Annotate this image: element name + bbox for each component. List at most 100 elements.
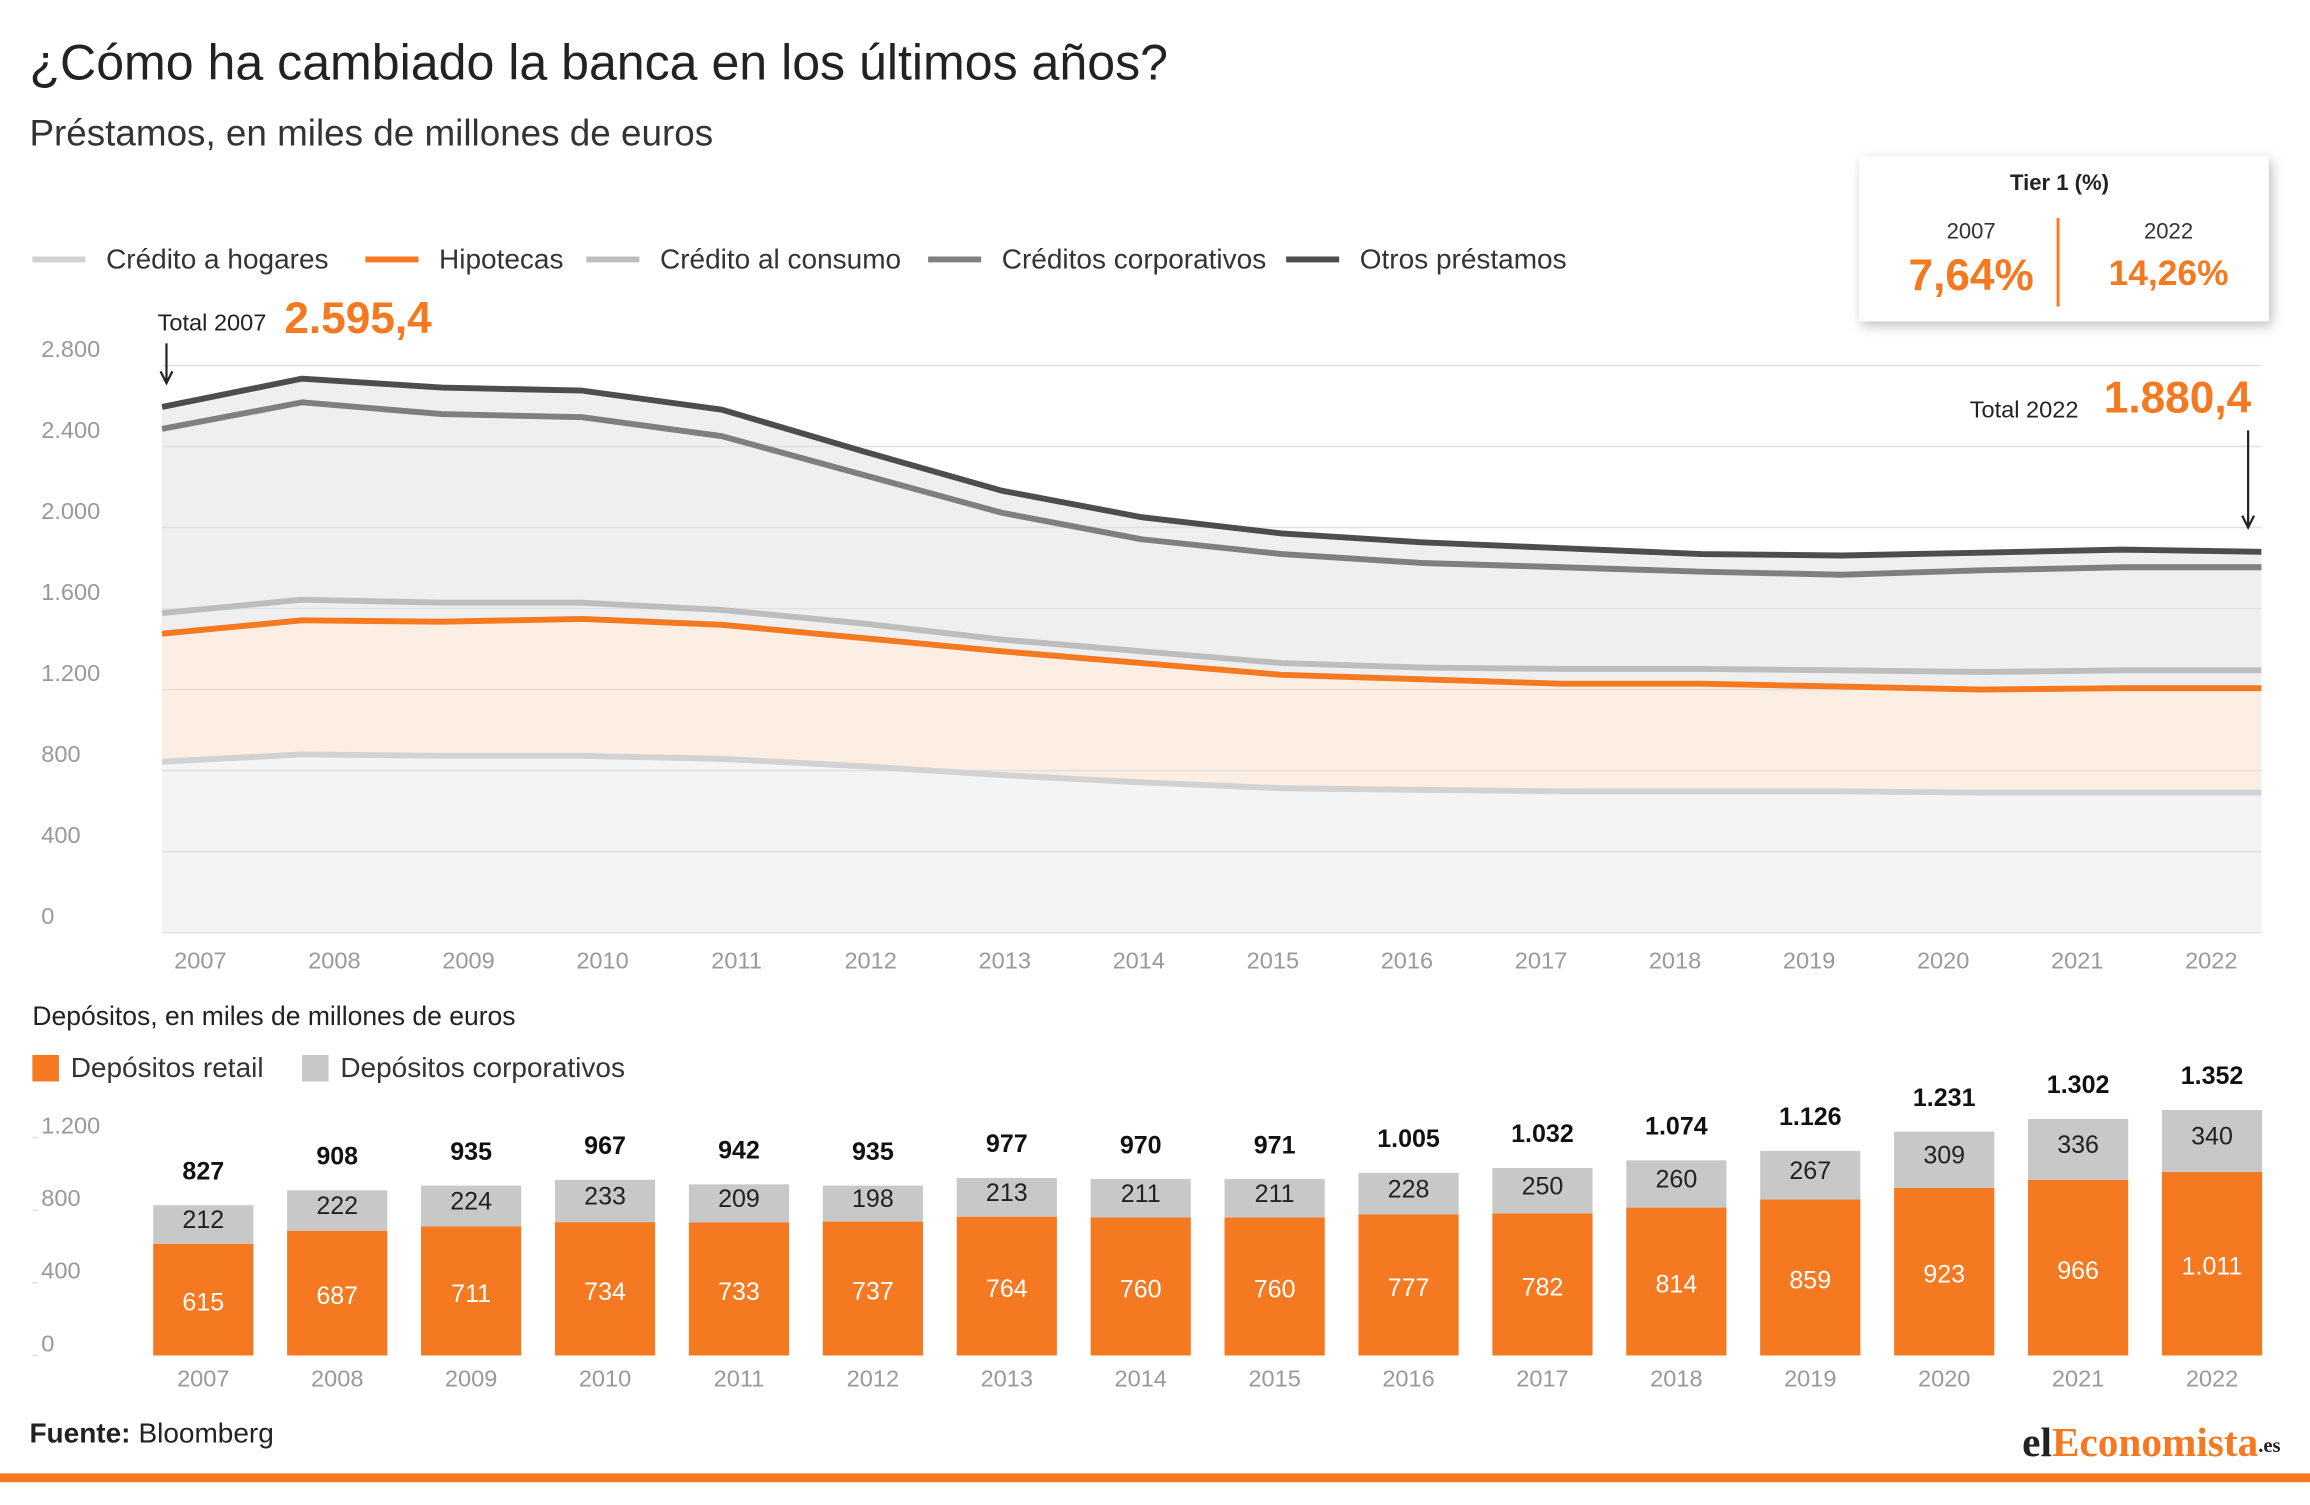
total-label: 970 — [1120, 1131, 1162, 1159]
bar-label: 222 — [316, 1192, 358, 1220]
bar-segment — [153, 1205, 254, 1244]
bar-segment — [956, 1177, 1057, 1217]
x-tick-label: 2016 — [1381, 947, 1433, 973]
tier1-box — [1859, 156, 2269, 322]
bar-segment — [1224, 1217, 1325, 1356]
legend-label: Créditos corporativos — [1002, 243, 1266, 274]
footer-bar — [0, 1473, 2310, 1483]
total-label: 1.074 — [1645, 1113, 1708, 1141]
bar-label: 211 — [1121, 1180, 1161, 1208]
x-tick-label: 2022 — [2185, 947, 2237, 973]
x-tick-label: 2020 — [1918, 1366, 1970, 1392]
total-label: 827 — [182, 1157, 224, 1185]
bar-label: 309 — [1923, 1141, 1965, 1169]
legend-label: Crédito a hogares — [106, 243, 328, 274]
tier1-value: 7,64% — [1909, 251, 2034, 300]
x-tick-label: 2011 — [714, 1366, 765, 1392]
area-fill — [162, 618, 2262, 793]
x-tick-label: 2017 — [1515, 947, 1567, 973]
bar-label: 764 — [986, 1275, 1028, 1303]
bar-label: 336 — [2057, 1131, 2099, 1159]
bar-segment — [2161, 1110, 2263, 1172]
bar-label: 733 — [718, 1278, 760, 1306]
x-tick-label: 2018 — [1650, 1366, 1702, 1392]
bar-segment — [1358, 1214, 1459, 1356]
bar-segment — [1626, 1207, 1727, 1356]
area-fill — [162, 402, 2262, 672]
series-line — [161, 399, 2262, 578]
bar-segment — [1894, 1131, 1995, 1188]
total-label: 935 — [852, 1138, 894, 1166]
y-tick-label: 2.800 — [41, 336, 100, 362]
bar-segment — [688, 1222, 790, 1356]
legend-swatch — [32, 1054, 59, 1082]
bar-segment — [1760, 1150, 1861, 1200]
y-tick-label: 400 — [41, 1258, 80, 1284]
bar-label: 966 — [2057, 1257, 2099, 1285]
bar-segment — [287, 1230, 388, 1356]
bar-segment — [822, 1185, 923, 1222]
y-tick-label: 400 — [41, 822, 80, 848]
x-tick-label: 2017 — [1516, 1366, 1568, 1392]
y-tick-label: 0 — [41, 1330, 54, 1356]
tier1-year: 2022 — [2144, 219, 2193, 244]
bar-label: 224 — [450, 1188, 492, 1216]
y-tick-label: 800 — [41, 741, 80, 767]
deposits-title: Depósitos, en miles de millones de euros — [32, 1001, 515, 1031]
annotation-value: 1.880,4 — [2104, 374, 2252, 423]
bar-segment — [1090, 1217, 1191, 1356]
bar-segment — [1492, 1167, 1593, 1214]
area-fill — [162, 754, 2262, 933]
x-tick-label: 2013 — [981, 1366, 1033, 1392]
logo: elEconomista.es — [2022, 1419, 2280, 1465]
x-tick-label: 2014 — [1113, 947, 1165, 973]
series-line — [161, 375, 2262, 559]
total-label: 1.032 — [1511, 1120, 1574, 1148]
legend-label: Crédito al consumo — [660, 243, 901, 274]
x-tick-label: 2013 — [979, 947, 1031, 973]
bar-label: 340 — [2191, 1123, 2233, 1151]
x-tick-label: 2011 — [711, 947, 762, 973]
legend-label: Depósitos retail — [71, 1052, 264, 1083]
bar-label: 198 — [852, 1185, 894, 1213]
bar-segment — [153, 1243, 254, 1356]
bar-label: 777 — [1388, 1274, 1430, 1302]
x-tick-label: 2020 — [1917, 947, 1969, 973]
bar-segment — [956, 1216, 1057, 1356]
y-tick-label: 1.200 — [41, 660, 100, 686]
x-tick-label: 2016 — [1382, 1366, 1434, 1392]
annotation-label: Total 2007 — [158, 309, 267, 335]
bar-label: 228 — [1388, 1175, 1430, 1203]
annotation-arrow — [159, 343, 174, 386]
x-tick-label: 2018 — [1649, 947, 1701, 973]
tier1-title: Tier 1 (%) — [2010, 170, 2109, 195]
x-tick-label: 2009 — [445, 1366, 497, 1392]
x-tick-label: 2007 — [177, 1366, 229, 1392]
total-label: 971 — [1254, 1131, 1296, 1159]
bar-label: 213 — [986, 1179, 1028, 1207]
area-fill — [162, 378, 2262, 575]
y-tick-label: 1.200 — [41, 1112, 100, 1138]
source: Bloomberg — [138, 1417, 273, 1448]
legend-label: Depósitos corporativos — [340, 1052, 625, 1083]
total-label: 942 — [718, 1137, 760, 1165]
subtitle: Préstamos, en miles de millones de euros — [29, 112, 713, 153]
bar-segment — [1626, 1160, 1727, 1208]
annotation-label: Total 2022 — [1970, 396, 2079, 422]
total-label: 1.126 — [1779, 1103, 1842, 1131]
title: ¿Cómo ha cambiado la banca en los último… — [29, 35, 1168, 91]
x-tick-label: 2010 — [579, 1366, 631, 1392]
annotation-arrow — [2241, 430, 2256, 531]
x-tick-label: 2015 — [1247, 947, 1299, 973]
bar-segment — [2161, 1171, 2263, 1356]
bar-segment — [554, 1179, 656, 1223]
bar-segment — [554, 1222, 656, 1356]
bar-segment — [1358, 1172, 1459, 1215]
x-tick-label: 2022 — [2186, 1366, 2238, 1392]
series-line — [161, 615, 2262, 693]
x-tick-label: 2021 — [2051, 947, 2103, 973]
bar-label: 250 — [1522, 1172, 1564, 1200]
total-label: 977 — [986, 1130, 1028, 1158]
logo-part: Economista — [2052, 1419, 2258, 1465]
